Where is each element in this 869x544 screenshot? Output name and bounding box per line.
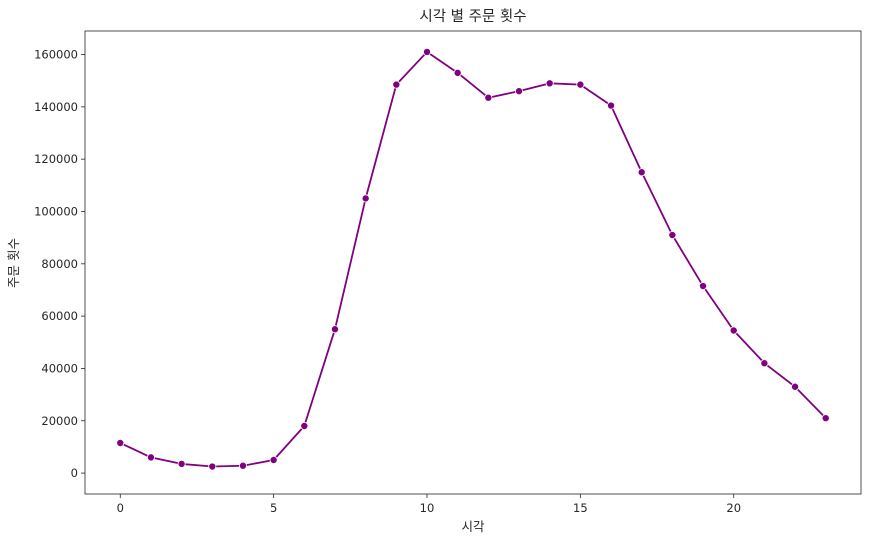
data-point (116, 438, 125, 447)
data-point (269, 455, 278, 464)
data-point (177, 459, 186, 468)
data-point (637, 168, 646, 177)
data-point (760, 359, 769, 368)
data-point (821, 414, 830, 423)
data-point (515, 87, 524, 96)
data-point (576, 80, 585, 89)
data-point (238, 461, 247, 470)
y-tick-label: 40000 (41, 361, 78, 375)
x-tick-label: 10 (420, 501, 435, 515)
data-point (208, 462, 217, 471)
data-point (729, 326, 738, 335)
y-tick-label: 80000 (41, 257, 78, 271)
data-point (330, 325, 339, 334)
plot-border (84, 30, 862, 495)
data-point (453, 68, 462, 77)
x-tick-label: 20 (726, 501, 741, 515)
y-tick-label: 0 (71, 466, 78, 480)
chart-title: 시각 별 주문 횟수 (419, 8, 526, 25)
data-point (361, 194, 370, 203)
data-point (699, 282, 708, 291)
x-axis-label: 시각 (461, 519, 485, 534)
data-point (668, 231, 677, 240)
x-axis-ticks: 0 5 10 15 20 (117, 494, 741, 515)
data-point (146, 453, 155, 462)
y-tick-label: 100000 (34, 204, 78, 218)
series-line-layer (119, 51, 827, 468)
data-point (484, 93, 493, 102)
x-tick-label: 0 (117, 501, 124, 515)
x-tick-label: 5 (270, 501, 277, 515)
y-tick-label: 120000 (34, 152, 78, 166)
data-point (422, 47, 431, 56)
y-tick-label: 20000 (41, 414, 78, 428)
data-point (392, 80, 401, 89)
series-line (119, 51, 827, 468)
y-tick-label: 140000 (34, 100, 78, 114)
data-point (607, 101, 616, 110)
data-point (300, 421, 309, 430)
y-tick-label: 60000 (41, 309, 78, 323)
y-axis-ticks: 0 20000 40000 60000 80000 100000 120000 140000 1… (34, 48, 85, 480)
data-points (116, 47, 830, 471)
x-tick-label: 15 (573, 501, 588, 515)
data-point (791, 382, 800, 391)
data-point (545, 79, 554, 88)
y-axis-label: 주문 횟수 (6, 238, 21, 288)
plot-area (84, 30, 862, 495)
y-tick-label: 160000 (34, 48, 78, 62)
